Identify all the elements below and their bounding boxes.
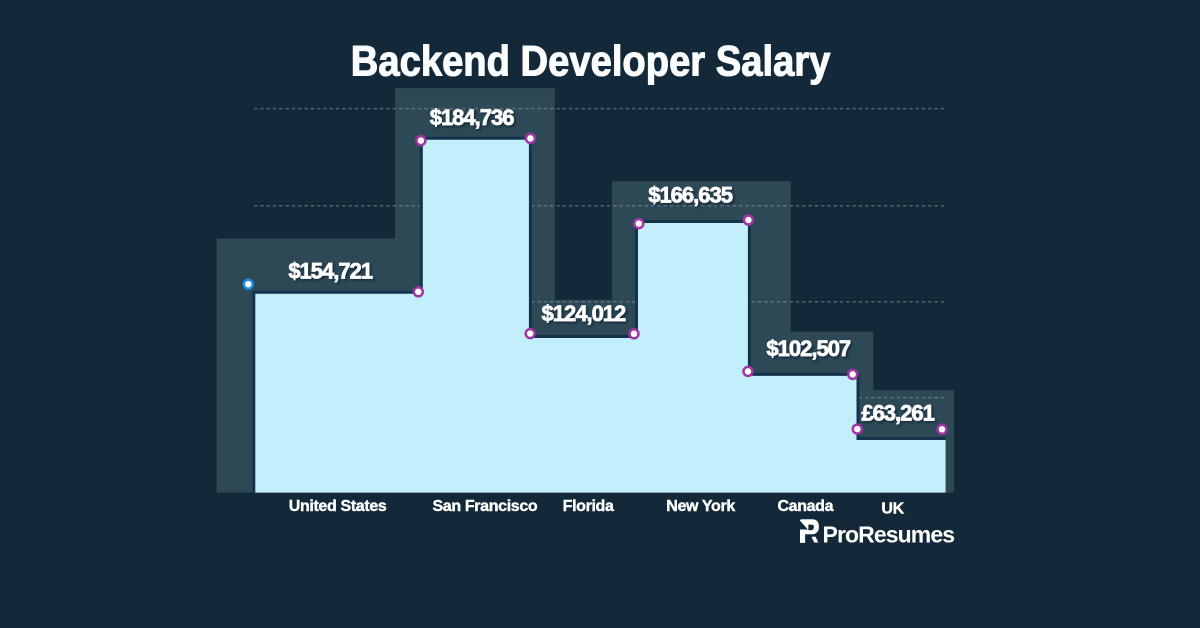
svg-text:$166,635: $166,635 bbox=[648, 182, 733, 207]
svg-text:$124,012: $124,012 bbox=[542, 301, 627, 326]
svg-text:UK: UK bbox=[881, 501, 904, 518]
svg-text:$184,736: $184,736 bbox=[430, 105, 515, 130]
svg-text:New York: New York bbox=[666, 498, 735, 515]
svg-text:$102,507: $102,507 bbox=[766, 336, 851, 361]
svg-text:Canada: Canada bbox=[777, 498, 833, 515]
svg-text:United States: United States bbox=[289, 498, 387, 515]
svg-text:Backend Developer Salary: Backend Developer Salary bbox=[351, 38, 831, 86]
svg-text:$154,721: $154,721 bbox=[288, 259, 373, 284]
svg-text:Florida: Florida bbox=[563, 498, 614, 515]
svg-text:£63,261: £63,261 bbox=[861, 400, 934, 425]
svg-text:ProResumes: ProResumes bbox=[823, 521, 955, 547]
svg-text:San Francisco: San Francisco bbox=[432, 498, 537, 515]
